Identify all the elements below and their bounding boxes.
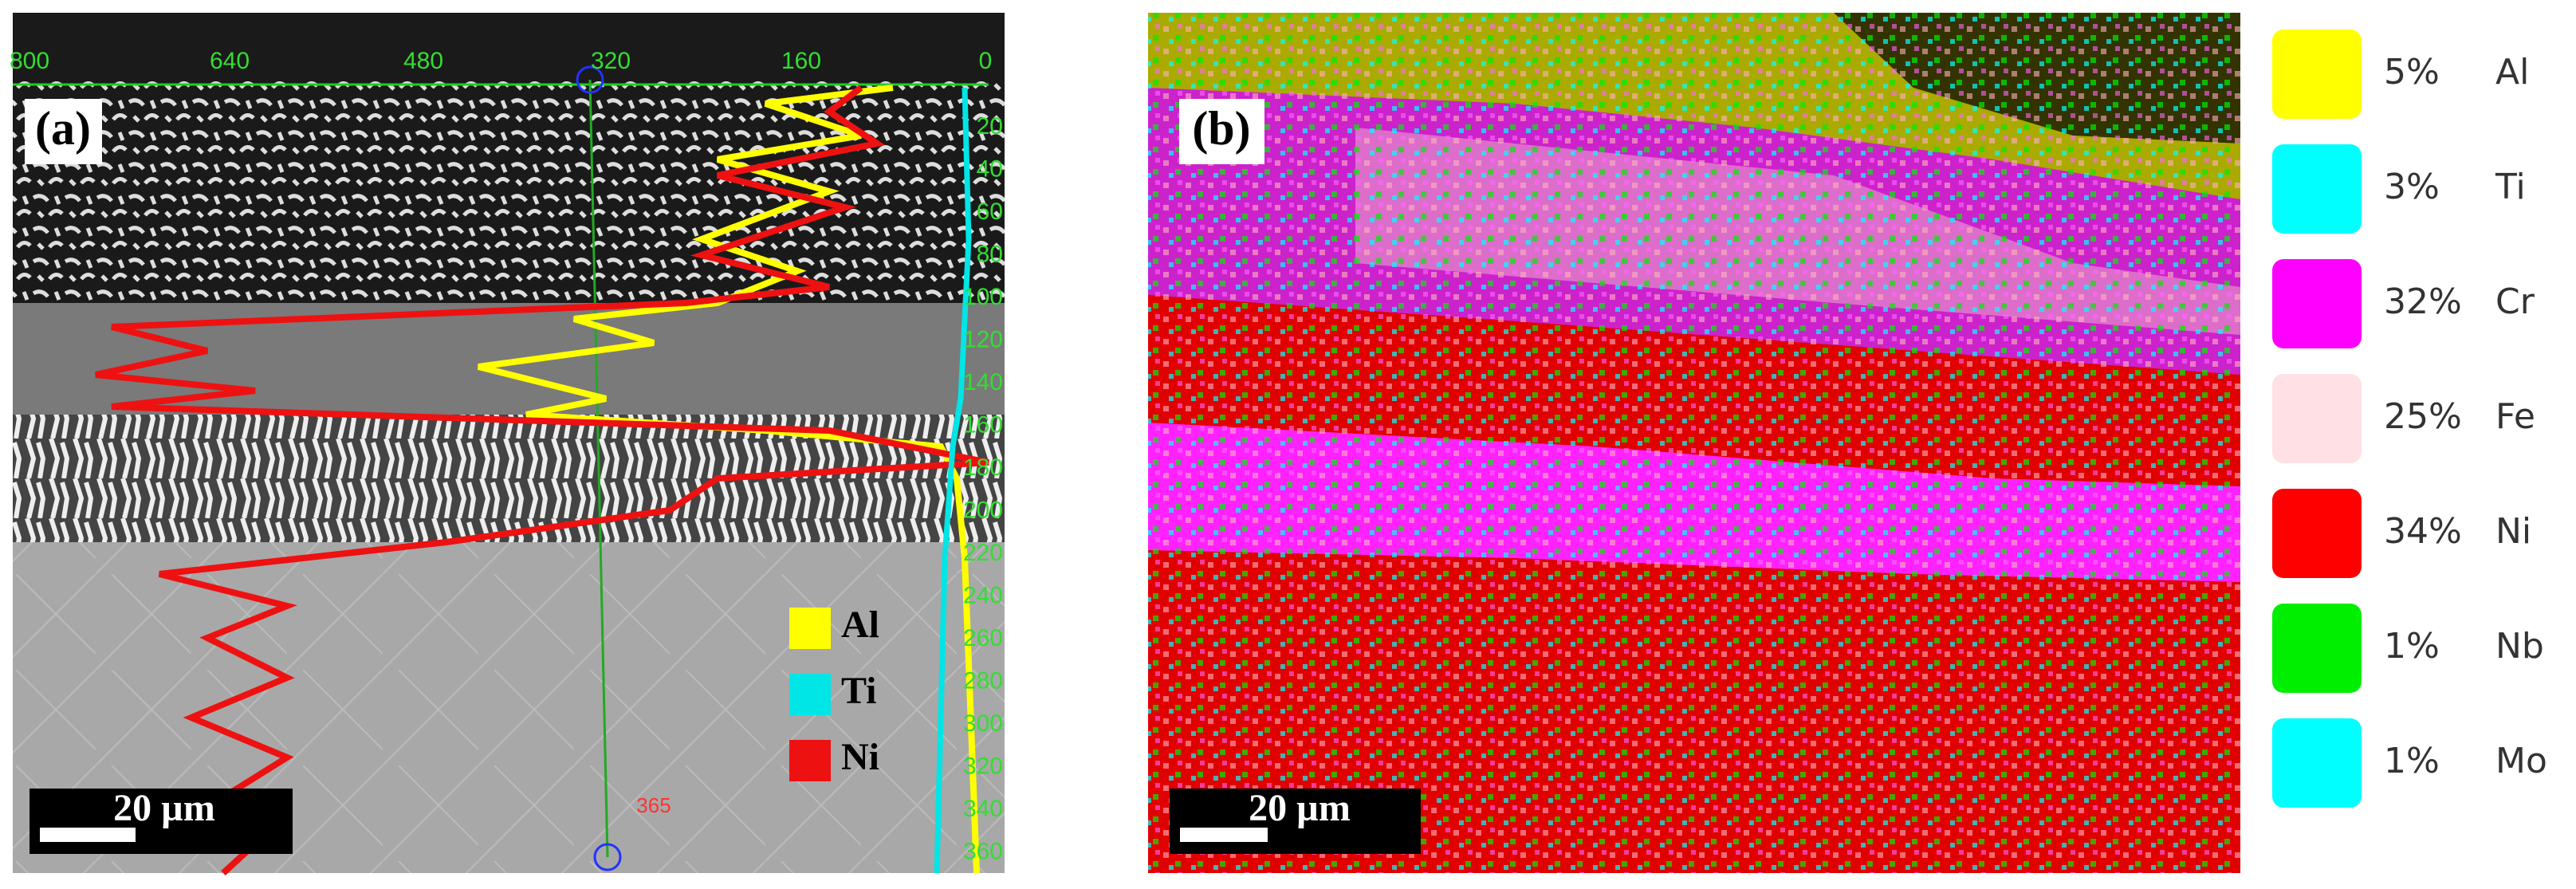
right-axis-label: 180 <box>963 454 1003 481</box>
right-axis-label: 200 <box>963 497 1003 523</box>
legend-percent: 32% <box>2384 281 2462 322</box>
scale-bar-label: 20 µm <box>113 787 215 829</box>
legend-swatch <box>789 608 831 649</box>
legend-element: Nb <box>2495 626 2544 667</box>
legend-element: Ti <box>2495 167 2526 207</box>
right-axis-label: 140 <box>963 369 1003 395</box>
panel-label: (a) <box>35 102 91 155</box>
top-axis-label: 480 <box>403 48 443 74</box>
legend-element: Ni <box>2495 511 2531 552</box>
legend-element: Mo <box>2495 741 2547 781</box>
panel-b: (b) 20 µm <box>1148 13 2240 873</box>
legend-swatch <box>2272 144 2362 234</box>
scale-bar-label: 20 µm <box>1249 787 1351 829</box>
right-axis-label: 20 <box>977 113 1003 140</box>
legend-label: Ti <box>841 670 876 712</box>
right-axis-label: 320 <box>963 753 1003 779</box>
top-axis-label: 800 <box>10 48 49 74</box>
panel-label: (b) <box>1192 102 1250 155</box>
legend-swatch <box>789 740 831 781</box>
legend-percent: 34% <box>2384 511 2462 552</box>
axes: 800 640 480 320 160 0 20 40 60 80 100 120 140 160 180 2… <box>10 48 1003 865</box>
legend-swatch <box>2272 374 2362 463</box>
legend-swatch <box>2272 489 2362 578</box>
legend-percent: 3% <box>2384 167 2440 207</box>
legend-swatch <box>2272 604 2362 693</box>
right-axis-label: 280 <box>963 667 1003 694</box>
right-axis-label: 120 <box>963 326 1003 352</box>
legend-swatch <box>2272 30 2362 119</box>
legend-percent: 1% <box>2384 626 2440 667</box>
top-axis-label: 320 <box>591 48 631 74</box>
right-axis-label: 220 <box>963 540 1003 566</box>
legend-element: Fe <box>2495 396 2535 437</box>
legend-swatch <box>2272 259 2362 348</box>
right-axis-label: 360 <box>963 838 1003 864</box>
top-axis-label: 640 <box>210 48 250 74</box>
legend-percent: 25% <box>2384 396 2462 437</box>
legend-label: Ni <box>841 736 879 778</box>
top-axis-label: 160 <box>781 48 821 74</box>
legend-swatch <box>2272 718 2362 808</box>
legend-label: Al <box>841 604 879 646</box>
right-axis-label: 300 <box>963 710 1003 737</box>
legend: Al Ti Ni <box>789 604 879 781</box>
marker-label: 365 <box>636 793 671 817</box>
legend-element: Al <box>2495 52 2529 92</box>
legend-swatch <box>789 674 831 715</box>
panel-a: (a) 20 µm 365 800 640 480 320 160 0 20 40 60 80 10… <box>10 13 1005 875</box>
right-axis-label: 340 <box>963 796 1003 822</box>
legend-percent: 5% <box>2384 52 2440 92</box>
element-legend: 5% Al 3% Ti 32% Cr 25% Fe 34% Ni 1% Nb 1% Mo <box>2272 30 2547 808</box>
right-axis-label: 240 <box>963 582 1003 608</box>
right-axis-label: 260 <box>963 625 1003 651</box>
right-axis-label: 60 <box>977 199 1003 225</box>
right-axis-label: 160 <box>963 411 1003 438</box>
top-axis-label: 0 <box>979 48 993 74</box>
right-axis-label: 80 <box>977 241 1003 267</box>
legend-percent: 1% <box>2384 741 2440 781</box>
legend-element: Cr <box>2495 281 2535 322</box>
right-axis-label: 100 <box>963 284 1003 310</box>
right-axis-label: 40 <box>977 155 1003 182</box>
